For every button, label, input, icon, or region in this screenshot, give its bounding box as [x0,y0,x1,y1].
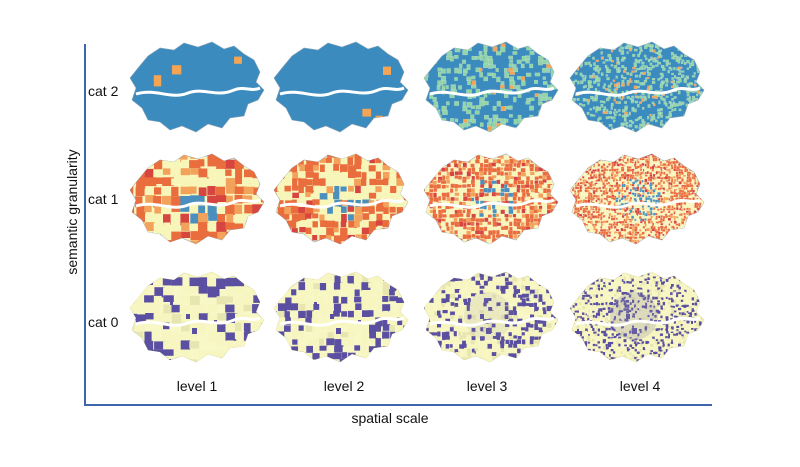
map-cat-2-level-3 [420,38,562,138]
map-cat-0-level-4 [566,268,708,368]
map-cat-1-level-2 [270,150,412,250]
x-axis-line [84,404,712,406]
column-label-level-4: level 4 [619,378,661,394]
row-label-cat-0: cat 0 [88,314,119,330]
map-cat-1-level-4 [566,150,708,250]
map-cat-1-level-3 [420,150,562,250]
x-axis-label: spatial scale [351,410,429,426]
map-cat-0-level-3 [420,268,562,368]
map-cat-1-level-1 [126,150,268,250]
map-cat-2-level-2 [270,38,412,138]
map-cat-0-level-1 [126,268,268,368]
column-label-level-1: level 1 [176,378,218,394]
map-cat-0-level-2 [270,268,412,368]
row-label-cat-1: cat 1 [88,191,119,207]
row-label-cat-2: cat 2 [88,83,119,99]
column-label-level-3: level 3 [466,378,508,394]
map-cat-2-level-4 [566,38,708,138]
y-axis-label-text: semantic granularity [64,149,80,275]
map-cat-2-level-1 [126,38,268,138]
y-axis-line [84,44,86,406]
column-label-level-2: level 2 [323,378,365,394]
